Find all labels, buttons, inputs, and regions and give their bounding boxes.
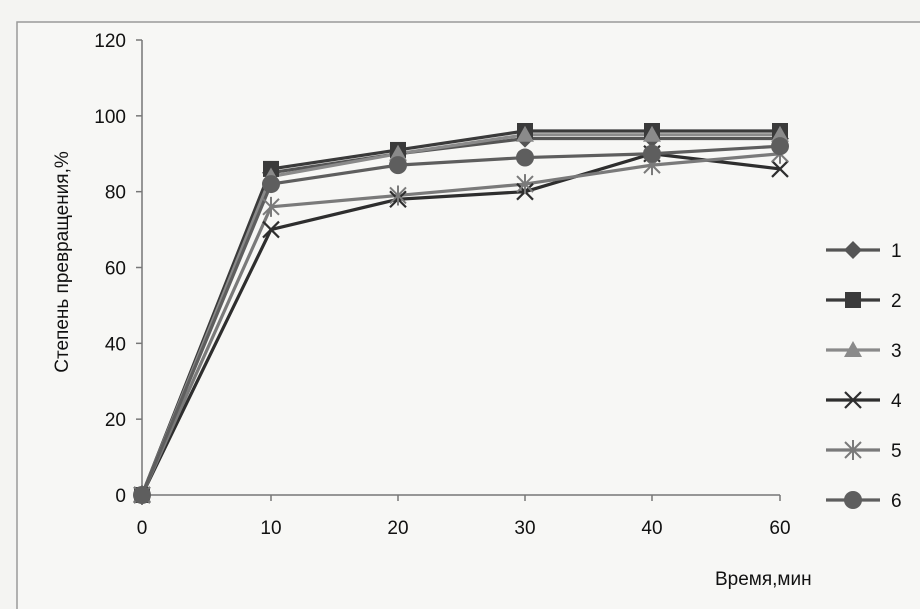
y-tick-label: 60 xyxy=(105,259,126,280)
y-tick-label: 20 xyxy=(105,410,126,431)
legend-swatch-marker xyxy=(844,491,862,509)
series-point-4 xyxy=(771,160,789,178)
series-lines xyxy=(140,129,781,496)
legend-entry-5: 5 xyxy=(826,440,902,462)
series-line-3 xyxy=(140,133,780,496)
series-point-6 xyxy=(643,144,661,163)
legend-swatch-marker xyxy=(845,292,861,308)
y-tick-label: 40 xyxy=(105,334,126,355)
x-tick-label: 20 xyxy=(387,518,408,539)
legend-entry-4: 4 xyxy=(826,391,902,412)
x-tick-label: 30 xyxy=(514,518,535,539)
series-line-5 xyxy=(140,152,781,496)
series-point-4 xyxy=(262,220,280,239)
y-tick-label: 0 xyxy=(115,486,126,507)
y-ticks: 0 20 40 60 80 100 120 xyxy=(94,31,142,507)
x-ticks: 0 10 20 30 40 60 xyxy=(137,495,791,539)
series-line-4 xyxy=(140,152,781,496)
legend-label: 1 xyxy=(891,241,902,262)
legend-label: 3 xyxy=(891,341,902,362)
legend: 1 2 3 4 5 6 xyxy=(826,241,902,512)
legend-swatch-marker xyxy=(844,391,862,409)
y-tick-label: 80 xyxy=(105,183,126,204)
series-point-3 xyxy=(516,125,534,142)
y-tick-label: 120 xyxy=(94,31,126,52)
series-point-5 xyxy=(516,174,534,195)
series-markers xyxy=(133,123,789,505)
chart-area-border xyxy=(16,21,920,609)
series-point-3 xyxy=(771,125,789,142)
y-axis-title: Степень превращения,% xyxy=(52,151,73,373)
series-point-3 xyxy=(389,144,407,161)
series-point-6 xyxy=(771,137,789,156)
series-point-6 xyxy=(516,148,534,167)
x-tick-label: 10 xyxy=(260,518,281,539)
legend-swatch-marker xyxy=(844,241,862,259)
series-point-6 xyxy=(262,175,280,194)
x-axis-title: Время,мин xyxy=(715,569,812,590)
series-line-6 xyxy=(140,144,781,496)
x-tick-label: 40 xyxy=(641,518,662,539)
series-point-6 xyxy=(389,156,407,175)
series-point-3 xyxy=(643,125,661,142)
legend-entry-6: 6 xyxy=(826,491,902,512)
legend-label: 6 xyxy=(891,491,902,512)
series-point-5 xyxy=(262,196,280,217)
legend-entry-2: 2 xyxy=(826,291,902,312)
legend-entry-1: 1 xyxy=(826,241,902,262)
legend-label: 4 xyxy=(891,391,902,412)
series-point-6 xyxy=(133,486,151,504)
series-point-5 xyxy=(389,185,407,206)
legend-label: 5 xyxy=(891,441,902,462)
y-tick-label: 100 xyxy=(94,107,126,128)
x-tick-label: 60 xyxy=(769,518,790,539)
x-tick-label: 0 xyxy=(137,518,148,539)
legend-label: 2 xyxy=(891,291,902,312)
legend-entry-3: 3 xyxy=(826,341,902,362)
series-line-2 xyxy=(140,129,780,496)
legend-swatch-marker xyxy=(844,440,862,460)
legend-swatch-marker xyxy=(844,341,862,357)
